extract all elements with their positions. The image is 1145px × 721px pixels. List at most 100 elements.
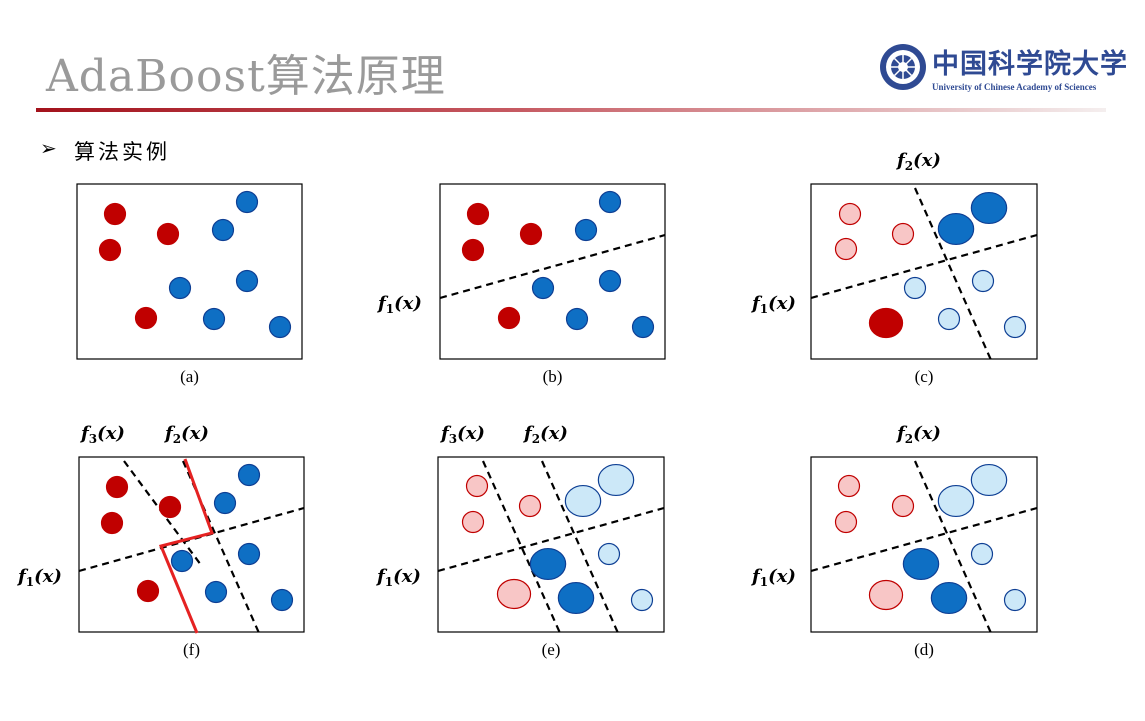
sample-point-blue xyxy=(937,484,975,518)
sample-point-blue xyxy=(235,269,259,293)
panel-b: (b) xyxy=(439,183,666,386)
sample-point-red xyxy=(891,494,915,518)
classifier-line-f2 xyxy=(540,460,620,634)
sample-point-red xyxy=(834,237,858,261)
sample-point-red xyxy=(497,306,521,330)
classifier-label-f2-f: f2(x) xyxy=(163,423,209,446)
sample-point-blue xyxy=(268,315,292,339)
sample-point-red xyxy=(834,510,858,534)
classifier-line-f1 xyxy=(439,233,666,300)
bullet-arrow-icon: ➢ xyxy=(40,136,57,160)
classifier-label-f3-f: f3(x) xyxy=(79,423,125,446)
sample-point-red xyxy=(465,474,489,498)
logo-chinese-name: 中国科学院大学 xyxy=(932,49,1128,80)
sample-point-blue xyxy=(1003,315,1027,339)
classifier-line-f2 xyxy=(913,460,993,634)
sample-point-blue xyxy=(168,276,192,300)
classifier-label-f1-b: f1(x) xyxy=(376,293,422,316)
sample-point-blue xyxy=(598,190,622,214)
panel-frame xyxy=(76,183,303,360)
sample-point-blue xyxy=(970,542,994,566)
panel-caption: (e) xyxy=(542,640,561,659)
sample-point-blue xyxy=(202,307,226,331)
classifier-line-f1 xyxy=(810,233,1038,300)
classifier-label-f3-e: f3(x) xyxy=(439,423,485,446)
sample-point-blue xyxy=(970,463,1008,497)
sample-point-blue xyxy=(930,581,968,615)
sample-point-blue xyxy=(1003,588,1027,612)
sample-point-blue xyxy=(204,580,228,604)
panel-c: (c) xyxy=(810,183,1038,386)
sample-point-blue xyxy=(270,588,294,612)
classifier-line-f1 xyxy=(78,506,305,573)
panel-caption: (c) xyxy=(915,367,934,386)
sample-point-blue xyxy=(937,307,961,331)
panel-e: (e) xyxy=(437,456,665,659)
sample-point-blue xyxy=(531,276,555,300)
classifier-line-f2 xyxy=(181,460,261,634)
classifier-label-f2-e: f2(x) xyxy=(522,423,568,446)
sample-point-blue xyxy=(237,463,261,487)
final-decision-boundary xyxy=(158,458,214,634)
classifier-line-f2 xyxy=(913,187,993,361)
sample-point-red xyxy=(105,475,129,499)
sample-point-red xyxy=(891,222,915,246)
sample-point-blue xyxy=(630,588,654,612)
sample-point-red xyxy=(136,579,160,603)
sample-point-red xyxy=(496,578,532,610)
sample-point-blue xyxy=(170,549,194,573)
sample-point-red xyxy=(461,238,485,262)
sample-point-blue xyxy=(235,190,259,214)
panel-caption: (d) xyxy=(914,640,934,659)
sample-point-blue xyxy=(597,463,635,497)
sample-point-blue xyxy=(902,547,940,581)
classifier-line-f1 xyxy=(810,506,1038,573)
university-logo: 中国科学院大学 University of Chinese Academy of… xyxy=(878,42,1127,102)
classifier-label-f1-d: f1(x) xyxy=(750,566,796,589)
logo-english-name: University of Chinese Academy of Science… xyxy=(932,82,1097,92)
sample-point-blue xyxy=(903,276,927,300)
panel-f: (f) xyxy=(78,456,305,659)
sample-point-blue xyxy=(237,542,261,566)
classifier-label-f1-f: f1(x) xyxy=(16,566,62,589)
sample-point-blue xyxy=(564,484,602,518)
panel-a: (a) xyxy=(76,183,303,386)
sample-point-blue xyxy=(529,547,567,581)
sample-point-blue xyxy=(937,212,975,246)
classifier-line-f1 xyxy=(437,506,665,573)
panel-caption: (f) xyxy=(183,640,200,659)
sample-point-blue xyxy=(971,269,995,293)
sample-point-blue xyxy=(597,542,621,566)
classifier-label-f2-d: f2(x) xyxy=(895,423,941,446)
sample-point-red xyxy=(98,238,122,262)
page-title: AdaBoost算法原理 xyxy=(46,51,446,102)
sample-point-red xyxy=(837,474,861,498)
sample-point-blue xyxy=(598,269,622,293)
sample-point-red xyxy=(868,579,904,611)
classifier-line-f3 xyxy=(481,460,562,634)
sample-point-blue xyxy=(574,218,598,242)
classifier-label-f2-c: f2(x) xyxy=(895,150,941,173)
sample-point-blue xyxy=(970,191,1008,225)
sample-point-red xyxy=(158,495,182,519)
sample-point-red xyxy=(156,222,180,246)
university-seal-icon xyxy=(880,44,926,90)
classifier-label-f1-e: f1(x) xyxy=(375,566,421,589)
sample-point-red xyxy=(461,510,485,534)
sample-point-red xyxy=(838,202,862,226)
panel-d: (d) xyxy=(810,456,1038,659)
sample-point-red xyxy=(519,222,543,246)
panel-caption: (a) xyxy=(180,367,199,386)
sample-point-blue xyxy=(631,315,655,339)
panel-caption: (b) xyxy=(543,367,563,386)
sample-point-blue xyxy=(211,218,235,242)
sample-point-red xyxy=(868,307,904,339)
sample-point-red xyxy=(518,494,542,518)
sample-point-red xyxy=(100,511,124,535)
sample-point-blue xyxy=(557,581,595,615)
sample-point-blue xyxy=(213,491,237,515)
classifier-label-f1-c: f1(x) xyxy=(750,293,796,316)
sample-point-red xyxy=(103,202,127,226)
sample-point-red xyxy=(466,202,490,226)
